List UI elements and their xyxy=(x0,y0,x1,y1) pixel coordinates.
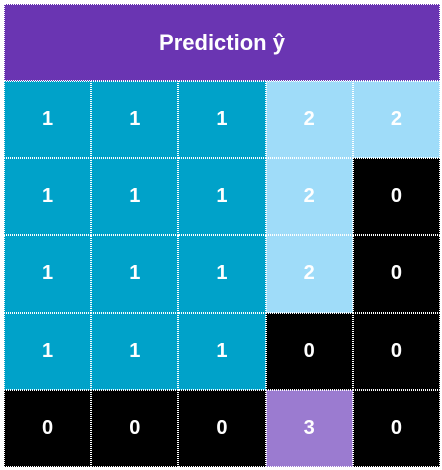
grid-cell-r4-c1: 0 xyxy=(91,389,179,467)
grid-cell-r3-c4: 0 xyxy=(352,312,440,390)
prediction-grid: 1 1 1 2 2 1 1 1 2 0 1 1 1 2 0 1 1 1 0 0 … xyxy=(4,81,440,467)
grid-cell-r2-c2: 1 xyxy=(178,235,266,313)
grid-cell-r1-c2: 1 xyxy=(178,158,266,236)
grid-cell-r0-c4: 2 xyxy=(352,81,440,159)
prediction-header: Prediction ŷ xyxy=(4,4,440,81)
grid-cell-r0-c0: 1 xyxy=(4,81,92,159)
grid-cell-r4-c0: 0 xyxy=(4,389,92,467)
grid-cell-r3-c1: 1 xyxy=(91,312,179,390)
grid-cell-r0-c2: 1 xyxy=(178,81,266,159)
grid-cell-r4-c3: 3 xyxy=(265,389,353,467)
grid-cell-r2-c0: 1 xyxy=(4,235,92,313)
grid-cell-r2-c3: 2 xyxy=(265,235,353,313)
grid-cell-r3-c2: 1 xyxy=(178,312,266,390)
grid-cell-r4-c2: 0 xyxy=(178,389,266,467)
grid-cell-r2-c4: 0 xyxy=(352,235,440,313)
header-title: Prediction ŷ xyxy=(159,29,285,55)
grid-cell-r0-c3: 2 xyxy=(265,81,353,159)
grid-cell-r4-c4: 0 xyxy=(352,389,440,467)
grid-cell-r3-c3: 0 xyxy=(265,312,353,390)
grid-cell-r3-c0: 1 xyxy=(4,312,92,390)
grid-cell-r0-c1: 1 xyxy=(91,81,179,159)
grid-cell-r1-c0: 1 xyxy=(4,158,92,236)
grid-cell-r2-c1: 1 xyxy=(91,235,179,313)
grid-cell-r1-c1: 1 xyxy=(91,158,179,236)
grid-cell-r1-c4: 0 xyxy=(352,158,440,236)
grid-cell-r1-c3: 2 xyxy=(265,158,353,236)
